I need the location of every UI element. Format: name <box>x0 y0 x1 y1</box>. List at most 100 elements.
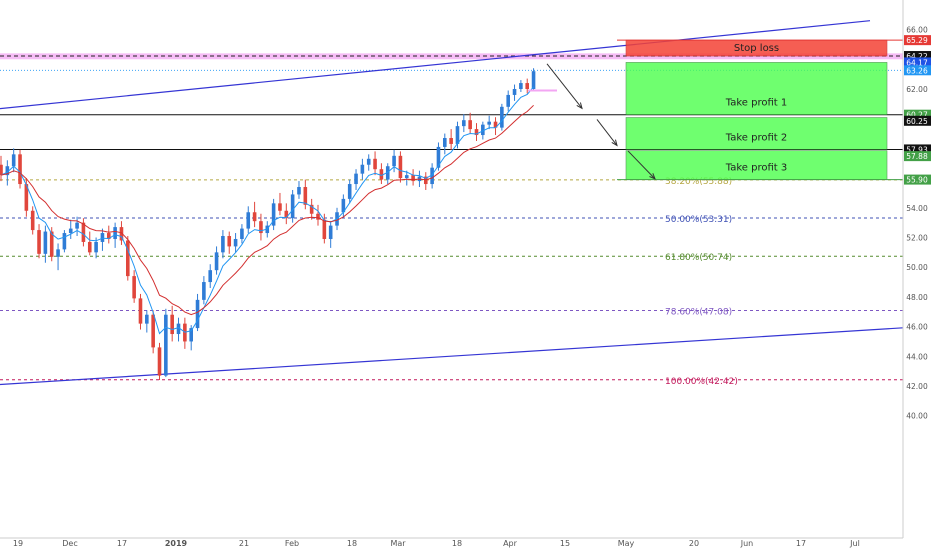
x-tick-label: 18 <box>452 539 462 548</box>
candle-body <box>202 282 206 300</box>
y-tick-label: 44.00 <box>906 352 928 361</box>
candle-body <box>170 314 174 335</box>
projection-arrow-head <box>649 173 656 180</box>
price-tag-label: 63.26 <box>906 66 928 75</box>
candle-body <box>233 238 238 247</box>
candle-body <box>75 222 79 229</box>
x-tick-label: 15 <box>560 539 570 548</box>
fib-level-label: 100.00%(42.42) <box>665 377 738 387</box>
candle-body <box>259 221 263 234</box>
price-tag-box <box>904 115 931 126</box>
candle-body <box>227 236 232 247</box>
candle-body <box>24 184 29 211</box>
candle-body <box>145 314 149 324</box>
candle-body <box>481 124 485 136</box>
candle-body <box>176 323 181 335</box>
y-tick-label: 50.00 <box>906 263 928 272</box>
trade-zone-box <box>625 62 888 115</box>
x-tick-label: 17 <box>117 539 127 548</box>
y-tick-label: 48.00 <box>906 293 928 302</box>
x-tick-label: 18 <box>347 539 357 548</box>
candle-body <box>106 233 111 239</box>
candle-body <box>94 241 98 253</box>
candle-body <box>506 94 510 107</box>
candle-body <box>37 230 41 254</box>
candle-body <box>379 169 384 180</box>
price-tag-box <box>904 35 931 46</box>
candle-body <box>500 106 504 128</box>
y-tick-label: 54.00 <box>906 204 928 213</box>
x-tick-label: Dec <box>62 539 77 548</box>
price-tag-label: 57.93 <box>906 145 928 154</box>
candle-body <box>430 167 434 185</box>
candle-body <box>43 231 48 254</box>
candle-body <box>322 219 327 239</box>
price-tag-box <box>904 151 931 162</box>
candle-body <box>214 252 219 271</box>
candle-body <box>531 71 536 89</box>
candle-body <box>385 166 390 180</box>
trade-zone-box <box>625 150 888 180</box>
candle-body <box>157 347 162 376</box>
fib-level-label: 61.80%(50.74) <box>665 253 732 263</box>
candle-body <box>525 83 530 89</box>
x-tick-label: May <box>618 539 635 548</box>
candle-body <box>290 194 295 219</box>
price-tag-label: 64.22 <box>906 52 928 61</box>
candle-body <box>487 121 491 125</box>
x-tick-label: Jul <box>849 539 860 548</box>
candle-body <box>56 249 60 257</box>
y-tick-label: 62.00 <box>906 85 928 94</box>
candle-body <box>347 184 352 199</box>
upper-trend-line <box>0 20 871 110</box>
candle-body <box>11 154 16 167</box>
trade-zone-box <box>625 117 888 150</box>
candle-body <box>519 83 523 89</box>
candle-body <box>354 173 358 185</box>
candle-body <box>462 120 466 127</box>
candle-body <box>18 154 22 185</box>
price-tag-label: 60.27 <box>906 111 928 120</box>
trade-zone-label: Take profit 2 <box>725 132 787 143</box>
candle-body <box>392 155 396 167</box>
candle-body <box>443 138 447 147</box>
candle-body <box>246 212 251 229</box>
trade-zone-label: Take profit 1 <box>725 98 787 109</box>
candle-body <box>113 227 117 239</box>
candle-body <box>100 233 105 242</box>
candle-body <box>271 203 276 226</box>
price-tag-box <box>904 65 931 76</box>
fib-level-label: 50.00%(53.31) <box>665 215 732 225</box>
x-tick-label: Mar <box>390 539 406 548</box>
candle-body <box>5 166 10 176</box>
candle-body <box>208 270 213 283</box>
candle-body <box>189 328 193 342</box>
candle-body <box>0 164 3 176</box>
candle-body <box>309 204 314 214</box>
projection-arrow-head <box>576 102 583 110</box>
price-tag-box <box>904 109 931 120</box>
y-tick-label: 42.00 <box>906 382 928 391</box>
x-tick-label: 21 <box>239 539 249 548</box>
candle-body <box>398 155 403 179</box>
fib-level-label: 78.60%(47.08) <box>665 308 732 318</box>
price-tag-label: 65.29 <box>906 36 928 45</box>
trade-zone-label: Stop loss <box>734 43 779 54</box>
candle-body <box>341 198 346 213</box>
candle-body <box>512 89 517 95</box>
projection-arrow-head <box>611 139 618 147</box>
fib-level-label: 38.20%(55.88) <box>665 177 732 187</box>
candle-body <box>240 228 244 239</box>
candle-body <box>404 175 409 179</box>
candle-body <box>49 231 54 257</box>
candle-body <box>474 129 479 136</box>
candle-body <box>373 158 377 170</box>
candle-body <box>68 228 73 234</box>
candle-body <box>449 138 453 144</box>
projection-arrow <box>596 119 618 146</box>
y-tick-label: 52.00 <box>906 234 928 243</box>
candle-body <box>360 164 365 174</box>
x-tick-label: Feb <box>285 539 299 548</box>
